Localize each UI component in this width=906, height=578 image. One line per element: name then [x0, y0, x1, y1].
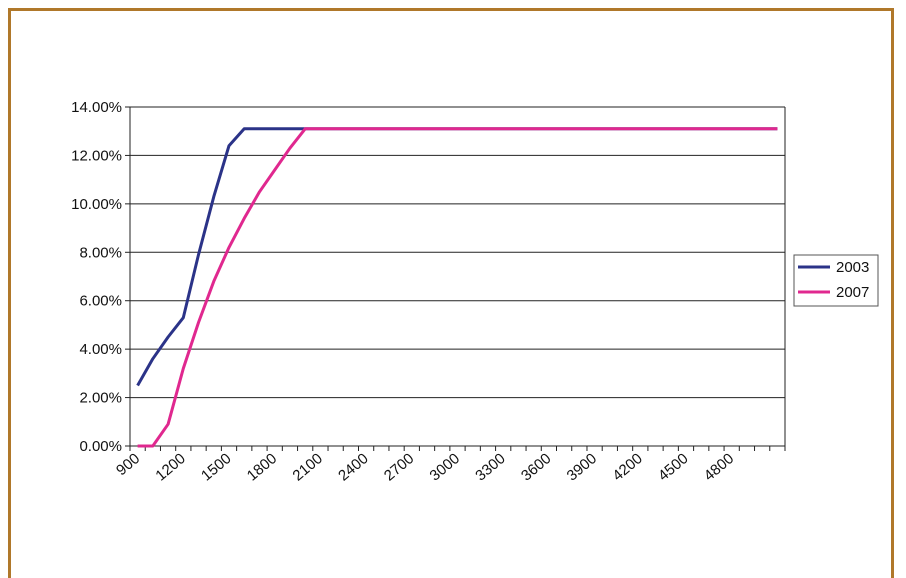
legend-label-2003: 2003: [836, 259, 869, 276]
legend-label-2007: 2007: [836, 284, 869, 301]
y-tick-label: 14.00%: [71, 99, 122, 116]
y-tick-label: 0.00%: [79, 438, 122, 455]
x-tick-label: 4200: [609, 450, 645, 484]
x-axis-tick-labels: 900 1200 1500 1800 2100 2400 2700 3000 3300 3600 3…: [113, 450, 737, 484]
y-tick-label: 4.00%: [79, 341, 122, 358]
x-tick-label: 1200: [152, 450, 188, 484]
series-lines: [136, 127, 778, 448]
x-tick-label: 2700: [381, 450, 417, 484]
x-tick-label: 2400: [335, 450, 371, 484]
legend: 2003 2007: [793, 254, 879, 307]
y-tick-label: 10.00%: [71, 196, 122, 213]
chart-frame: [8, 8, 894, 578]
series-line-2007: [137, 127, 778, 448]
x-tick-label: 4800: [701, 450, 737, 484]
x-tick-label: 3900: [564, 450, 600, 484]
x-tick-label: 3300: [472, 450, 508, 484]
y-tick-label: 12.00%: [71, 147, 122, 164]
x-tick-label: 3000: [427, 450, 463, 484]
y-tick-label: 6.00%: [79, 293, 122, 310]
legend-box: [793, 254, 879, 307]
axes: [125, 106, 786, 451]
y-tick-label: 2.00%: [79, 390, 122, 407]
x-tick-label: 2100: [289, 450, 325, 484]
x-tick-label: 1500: [198, 450, 234, 484]
x-tick-label: 3600: [518, 450, 554, 484]
y-axis-tick-labels: 0.00% 2.00% 4.00% 6.00% 8.00% 10.00% 12.00% 14.…: [71, 99, 122, 455]
x-tick-label: 1800: [244, 450, 280, 484]
y-tick-label: 8.00%: [79, 244, 122, 261]
gridlines: [130, 106, 785, 447]
series-line-2003: [136, 127, 778, 387]
x-tick-label: 4500: [655, 450, 691, 484]
